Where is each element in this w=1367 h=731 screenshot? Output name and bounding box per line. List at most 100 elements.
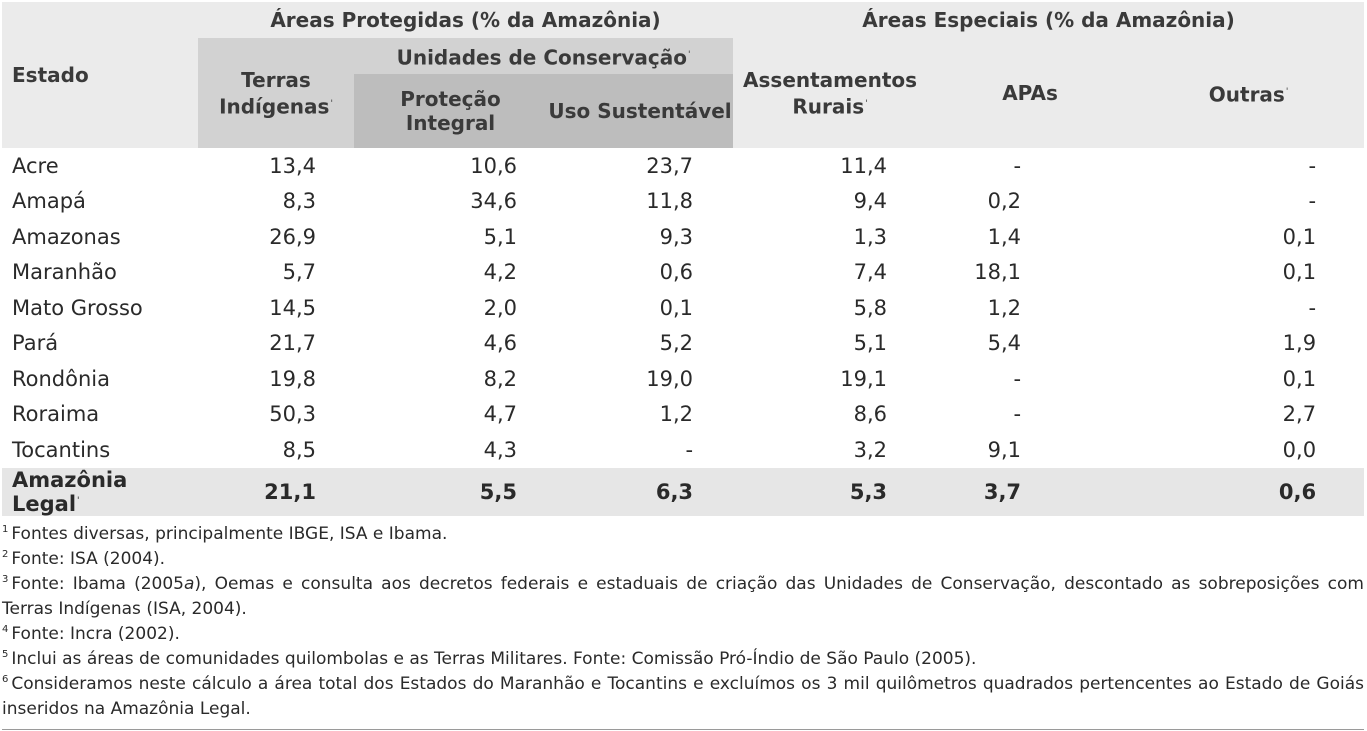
- cell-uso-sustentavel: 23,7: [646, 153, 694, 178]
- cell-outras: 0,1: [1282, 260, 1317, 285]
- cell-assentamentos-rurais: 8,6: [853, 402, 888, 427]
- cell-terras-indigenas: 5,7: [282, 260, 316, 285]
- total-cell-uso-sustentavel: 6,3: [547, 467, 734, 516]
- cell-estado: Pará: [12, 331, 59, 356]
- header-areas-protegidas: Áreas Protegidas (% da Amazônia): [198, 2, 734, 38]
- table-row: Acre 13,4 10,6 23,7 11,4 - -: [2, 148, 1364, 184]
- cell-estado: Tocantins: [12, 437, 111, 462]
- cell-protecao-integral: 8,2: [483, 366, 517, 391]
- cell-outras: -: [1308, 153, 1317, 178]
- cell-estado: Rondônia: [12, 366, 110, 391]
- footnote-text: Fonte: Incra (2002).: [11, 624, 180, 644]
- table-row: Roraima 50,3 4,7 1,2 8,6 - 2,7: [2, 397, 1364, 433]
- cell-protecao-integral: 4,6: [483, 331, 517, 356]
- footnote-4: 4 Fonte: Incra (2002).: [2, 622, 1364, 647]
- table-row: Pará 21,7 4,6 5,2 5,1 5,4 1,9: [2, 326, 1364, 362]
- cell-outras: 0,1: [1282, 224, 1317, 249]
- footnote-number: 3: [2, 574, 9, 586]
- table-row: Amapá 8,3 34,6 11,8 9,4 0,2 -: [2, 184, 1364, 220]
- cell-apas: 5,4: [987, 331, 1022, 356]
- table-row: Rondônia 19,8 8,2 19,0 19,1 - 0,1: [2, 361, 1364, 397]
- footnote-text: Fonte: ISA (2004).: [11, 549, 166, 569]
- cell-outras: 0,0: [1282, 437, 1317, 462]
- cell-apas: 9,1: [987, 437, 1022, 462]
- protected-areas-table: Estado Áreas Protegidas (% da Amazônia) …: [2, 2, 1365, 516]
- total-cell-terras-indigenas: 21,1: [198, 467, 354, 516]
- cell-protecao-integral: 4,2: [483, 260, 517, 285]
- footnote-6: 6 Consideramos neste cálculo a área total…: [2, 672, 1364, 722]
- footnote-marker: ': [865, 98, 868, 109]
- cell-uso-sustentavel: 1,2: [659, 402, 694, 427]
- header-areas-especiais: Áreas Especiais (% da Amazônia): [733, 2, 1365, 38]
- footnote-number: 4: [2, 624, 9, 636]
- bottom-divider: [2, 729, 1364, 730]
- header-protecao-integral: Proteção Integral: [354, 74, 547, 148]
- cell-terras-indigenas: 19,8: [269, 366, 316, 391]
- total-cell-protecao-integral: 5,5: [354, 467, 547, 516]
- cell-assentamentos-rurais: 19,1: [840, 366, 888, 391]
- footnote-marker: ': [1285, 86, 1289, 97]
- total-cell-estado: Amazônia Legal': [2, 467, 198, 516]
- cell-estado: Acre: [12, 153, 59, 178]
- table-row: Amazonas 26,9 5,1 9,3 1,3 1,4 0,1: [2, 219, 1364, 255]
- footnote-number: 5: [2, 649, 9, 661]
- cell-terras-indigenas: 14,5: [269, 295, 316, 320]
- cell-terras-indigenas: 21,7: [269, 331, 316, 356]
- cell-protecao-integral: 5,1: [483, 224, 517, 249]
- cell-estado: Amazonas: [12, 224, 121, 249]
- cell-estado: Mato Grosso: [12, 295, 143, 320]
- cell-apas: -: [1013, 366, 1022, 391]
- footnote-5: 5 Inclui as áreas de comunidades quilombo…: [2, 647, 1364, 672]
- header-terras-indigenas: Terras Indígenas': [198, 38, 354, 148]
- footnotes: 1 Fontes diversas, principalmente IBGE, I…: [2, 522, 1364, 722]
- table-total-row: Amazônia Legal' 21,1 5,5 6,3 5,3 3,7 0,6: [2, 467, 1365, 516]
- cell-outras: 2,7: [1282, 402, 1317, 427]
- cell-protecao-integral: 34,6: [470, 189, 517, 214]
- cell-apas: -: [1013, 153, 1022, 178]
- footnote-number: 1: [2, 524, 9, 536]
- cell-terras-indigenas: 8,5: [282, 437, 316, 462]
- cell-protecao-integral: 4,3: [483, 437, 517, 462]
- data-table-container: Estado Áreas Protegidas (% da Amazônia) …: [2, 2, 1365, 516]
- cell-apas: -: [1013, 402, 1022, 427]
- cell-protecao-integral: 4,7: [483, 402, 517, 427]
- table-body: Acre 13,4 10,6 23,7 11,4 - - Amapá 8,3 34,6 11,8 9,…: [2, 148, 1365, 516]
- cell-assentamentos-rurais: 3,2: [853, 437, 888, 462]
- footnote-text-italic: a: [183, 574, 195, 594]
- header-apas: APAs: [927, 38, 1134, 148]
- cell-apas: 1,4: [987, 224, 1022, 249]
- footnote-text: Fonte: Ibama (2005: [11, 574, 184, 594]
- cell-terras-indigenas: 8,3: [282, 189, 316, 214]
- cell-uso-sustentavel: 19,0: [646, 366, 694, 391]
- footnote-marker: ': [687, 49, 691, 60]
- cell-terras-indigenas: 50,3: [269, 402, 316, 427]
- cell-assentamentos-rurais: 5,8: [853, 295, 888, 320]
- header-estado: Estado: [2, 2, 198, 148]
- cell-assentamentos-rurais: 1,3: [853, 224, 888, 249]
- footnote-number: 2: [2, 549, 9, 561]
- cell-uso-sustentavel: 0,1: [659, 295, 694, 320]
- table-header: Estado Áreas Protegidas (% da Amazônia) …: [2, 2, 1365, 148]
- cell-apas: 18,1: [974, 260, 1022, 285]
- header-outras: Outras': [1133, 38, 1365, 148]
- footnote-text: Fontes diversas, principalmente IBGE, IS…: [11, 524, 448, 544]
- cell-uso-sustentavel: 5,2: [659, 331, 694, 356]
- cell-outras: 0,1: [1282, 366, 1317, 391]
- footnote-text: Inclui as áreas de comunidades quilombol…: [11, 649, 977, 669]
- header-unidades-conservacao: Unidades de Conservação': [354, 38, 734, 74]
- cell-assentamentos-rurais: 9,4: [853, 189, 888, 214]
- cell-uso-sustentavel: 0,6: [659, 260, 694, 285]
- table-row: Tocantins 8,5 4,3 - 3,2 9,1 0,0: [2, 432, 1364, 468]
- table-row: Maranhão 5,7 4,2 0,6 7,4 18,1 0,1: [2, 255, 1364, 291]
- cell-terras-indigenas: 26,9: [269, 224, 316, 249]
- cell-assentamentos-rurais: 5,1: [853, 331, 888, 356]
- footnote-text: Consideramos neste cálculo a área total …: [2, 674, 1364, 719]
- table-row: Mato Grosso 14,5 2,0 0,1 5,8 1,2 -: [2, 290, 1364, 326]
- cell-outras: 1,9: [1282, 331, 1317, 356]
- cell-assentamentos-rurais: 7,4: [853, 260, 888, 285]
- total-cell-apas: 3,7: [927, 467, 1134, 516]
- footnote-2: 2 Fonte: ISA (2004).: [2, 547, 1364, 572]
- header-uso-sustentavel: Uso Sustentável: [547, 74, 734, 148]
- header-assentamentos-rurais: Assentamentos Rurais': [733, 38, 928, 148]
- cell-assentamentos-rurais: 11,4: [840, 153, 888, 178]
